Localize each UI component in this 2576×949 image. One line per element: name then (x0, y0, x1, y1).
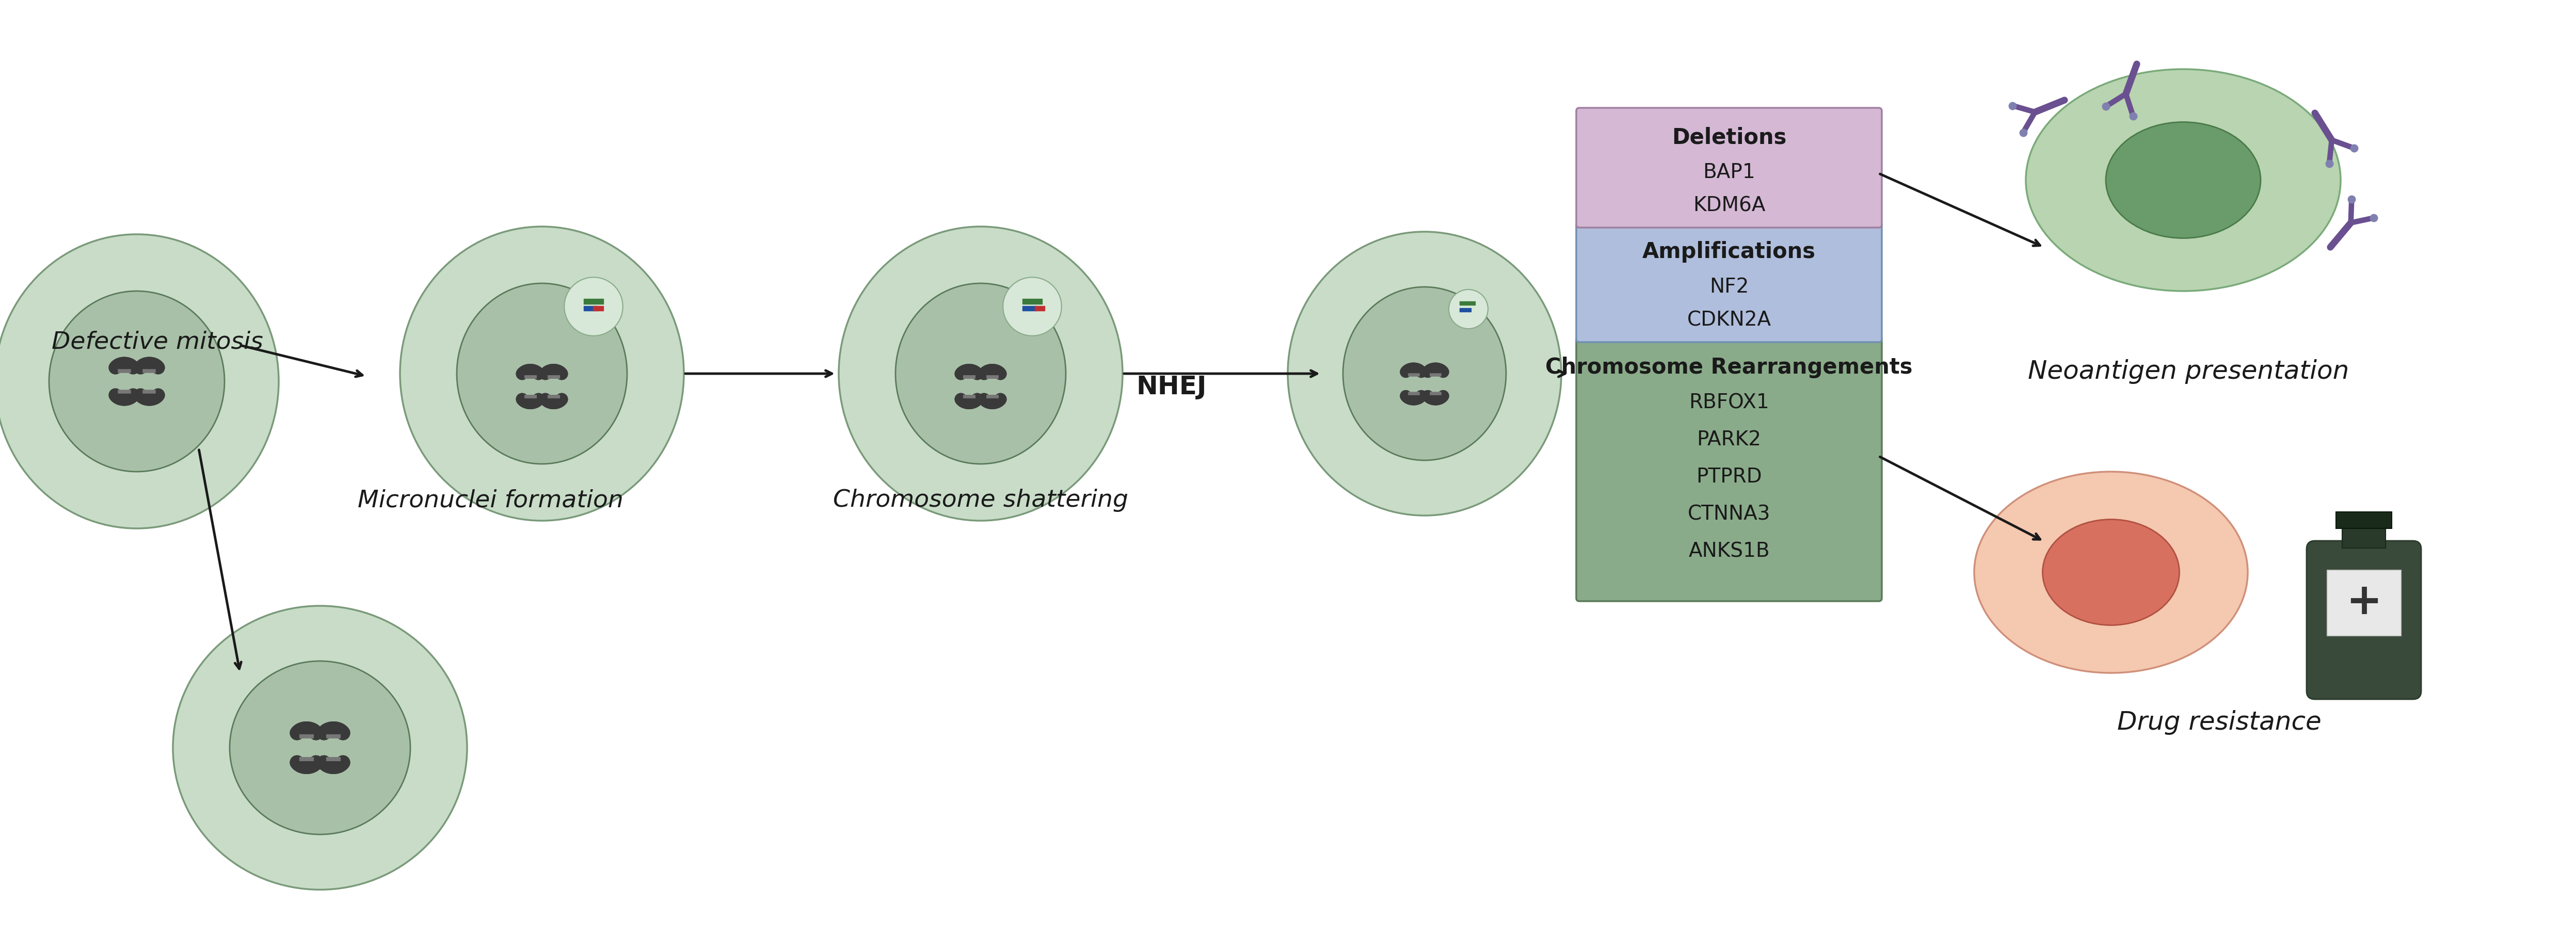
Bar (2336, 512, 2391, 529)
Text: Drug resistance: Drug resistance (2117, 710, 2321, 735)
Text: PARK2: PARK2 (1698, 430, 1762, 449)
FancyBboxPatch shape (2306, 541, 2421, 699)
Ellipse shape (2105, 122, 2262, 238)
Text: KDM6A: KDM6A (1692, 196, 1765, 215)
Text: CDKN2A: CDKN2A (1687, 310, 1772, 330)
Bar (1023, 299, 1043, 304)
Text: NF2: NF2 (1710, 277, 1749, 296)
Circle shape (564, 278, 623, 336)
FancyBboxPatch shape (1577, 108, 1883, 228)
Circle shape (1448, 289, 1489, 329)
FancyBboxPatch shape (1577, 223, 1883, 343)
Bar (1036, 307, 1046, 311)
Ellipse shape (2043, 520, 2179, 625)
Ellipse shape (456, 284, 626, 464)
Bar (592, 307, 603, 311)
Text: RBFOX1: RBFOX1 (1690, 393, 1770, 412)
Bar (585, 299, 603, 304)
Ellipse shape (173, 606, 466, 890)
Text: ANKS1B: ANKS1B (1687, 541, 1770, 561)
Text: Defective mitosis: Defective mitosis (52, 330, 263, 353)
Text: Chromosome Rearrangements: Chromosome Rearrangements (1546, 357, 1911, 378)
Ellipse shape (1342, 288, 1507, 460)
Bar (1023, 307, 1036, 311)
Ellipse shape (399, 227, 683, 521)
Ellipse shape (840, 227, 1123, 521)
Ellipse shape (2025, 69, 2342, 291)
Text: +: + (2347, 581, 2383, 623)
Ellipse shape (229, 661, 410, 834)
Bar (2342, 527, 2385, 549)
Text: Chromosome shattering: Chromosome shattering (832, 489, 1128, 512)
Text: CTNNA3: CTNNA3 (1687, 504, 1770, 524)
Ellipse shape (49, 291, 224, 472)
Ellipse shape (896, 284, 1066, 464)
Ellipse shape (0, 234, 278, 529)
Bar (1461, 308, 1471, 312)
Ellipse shape (1973, 472, 2249, 673)
Circle shape (1002, 278, 1061, 336)
Text: Deletions: Deletions (1672, 126, 1785, 148)
FancyBboxPatch shape (1577, 337, 1883, 602)
Text: Amplifications: Amplifications (1643, 241, 1816, 263)
Ellipse shape (1288, 233, 1561, 515)
Bar (2326, 570, 2401, 636)
Text: Micronuclei formation: Micronuclei formation (358, 489, 623, 512)
Bar (585, 307, 598, 311)
Bar (1461, 302, 1476, 306)
Text: Neoantigen presentation: Neoantigen presentation (2027, 359, 2349, 383)
Text: PTPRD: PTPRD (1695, 467, 1762, 486)
Text: NHEJ: NHEJ (1136, 375, 1206, 400)
Text: BAP1: BAP1 (1703, 162, 1754, 182)
